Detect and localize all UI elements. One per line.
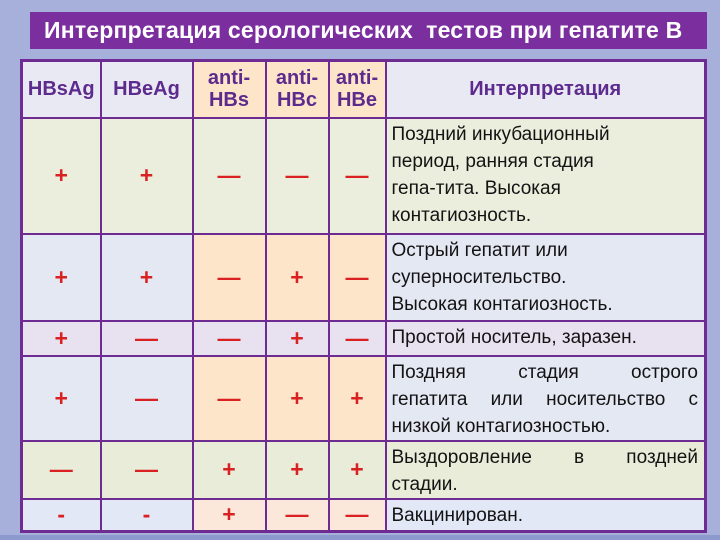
cell-anti-hbc: + <box>264 354 330 442</box>
table-row: + — — + + Поздняя стадия острого гепатит… <box>20 354 707 442</box>
table-row: — — + + + Выздоровление в поздней стадии… <box>20 439 707 500</box>
cell-interpretation: Поздняя стадия острого гепатита или носи… <box>384 354 707 442</box>
cell-hbeag: — <box>99 354 194 442</box>
cell-anti-hbe: — <box>327 232 387 322</box>
cell-hbsag: — <box>20 439 102 500</box>
cell-interpretation: Острый гепатит или суперносительство. Вы… <box>384 232 707 322</box>
cell-anti-hbs: — <box>191 319 267 357</box>
cell-anti-hbc: — <box>264 116 330 235</box>
cell-anti-hbe: — <box>327 116 387 235</box>
cell-interpretation: Простой носитель, заразен. <box>384 319 707 357</box>
slide-title: Интерпретация серологических тестов при … <box>44 17 683 43</box>
col-header-interpretation: Интерпретация <box>384 59 707 119</box>
cell-anti-hbc: — <box>264 497 330 533</box>
cell-anti-hbc: + <box>264 439 330 500</box>
bottom-edge-shadow <box>0 535 720 540</box>
cell-hbsag: + <box>20 116 102 235</box>
cell-anti-hbs: — <box>191 116 267 235</box>
cell-interpretation: Выздоровление в поздней стадии. <box>384 439 707 500</box>
cell-anti-hbs: + <box>191 497 267 533</box>
col-header-hbeag: HBeAg <box>99 59 194 119</box>
cell-hbeag: + <box>99 116 194 235</box>
serology-table: HBsAg HBeAg anti- HBs anti- HBc anti- HBe И… <box>20 59 707 533</box>
cell-hbsag: + <box>20 232 102 322</box>
col-header-anti-hbc: anti- HBc <box>264 59 330 119</box>
table-row: + — — + — Простой носитель, заразен. <box>20 319 707 357</box>
cell-hbeag: - <box>99 497 194 533</box>
col-header-anti-hbs: anti- HBs <box>191 59 267 119</box>
table-row: - - + — — Вакцинирован. <box>20 497 707 533</box>
table-row: + + — — — Поздний инкубационный период, … <box>20 116 707 235</box>
cell-anti-hbe: — <box>327 497 387 533</box>
cell-hbeag: — <box>99 439 194 500</box>
slide-title-bar: Интерпретация серологических тестов при … <box>30 12 707 49</box>
col-header-hbsag: HBsAg <box>20 59 102 119</box>
cell-anti-hbs: — <box>191 354 267 442</box>
cell-anti-hbe: + <box>327 354 387 442</box>
cell-hbeag: + <box>99 232 194 322</box>
cell-interpretation: Вакцинирован. <box>384 497 707 533</box>
cell-anti-hbc: + <box>264 319 330 357</box>
cell-anti-hbe: + <box>327 439 387 500</box>
cell-hbsag: + <box>20 354 102 442</box>
cell-anti-hbc: + <box>264 232 330 322</box>
cell-interpretation: Поздний инкубационный период, ранняя ста… <box>384 116 707 235</box>
cell-anti-hbs: + <box>191 439 267 500</box>
cell-anti-hbe: — <box>327 319 387 357</box>
cell-hbsag: - <box>20 497 102 533</box>
cell-hbeag: — <box>99 319 194 357</box>
table-row: + + — + — Острый гепатит или суперносите… <box>20 232 707 322</box>
cell-anti-hbs: — <box>191 232 267 322</box>
cell-hbsag: + <box>20 319 102 357</box>
col-header-anti-hbe: anti- HBe <box>327 59 387 119</box>
table-header-row: HBsAg HBeAg anti- HBs anti- HBc anti- HBe И… <box>20 59 707 119</box>
